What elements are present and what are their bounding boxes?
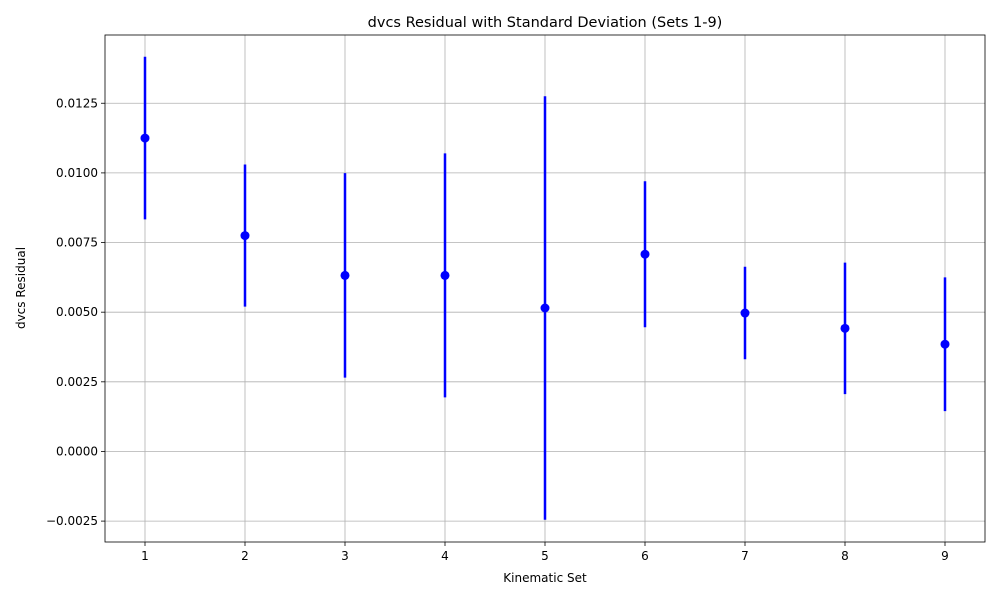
data-layer [140, 56, 950, 520]
x-tick-label: 7 [741, 549, 749, 563]
y-tick-label: 0.0100 [56, 166, 98, 180]
data-point [640, 249, 650, 259]
y-tick-label: 0.0000 [56, 444, 98, 458]
data-point [740, 308, 750, 318]
x-tick-label: 1 [141, 549, 149, 563]
data-point [140, 133, 150, 143]
x-tick-label: 4 [441, 549, 449, 563]
x-tick-label: 3 [341, 549, 349, 563]
x-tick-label: 8 [841, 549, 849, 563]
data-point [240, 231, 250, 241]
x-tick-label: 2 [241, 549, 249, 563]
x-axis-label: Kinematic Set [503, 571, 587, 585]
y-tick-label: −0.0025 [46, 514, 98, 528]
y-tick-label: 0.0025 [56, 375, 98, 389]
data-point [840, 323, 850, 333]
y-tick-label: 0.0125 [56, 96, 98, 110]
x-tick-label: 5 [541, 549, 549, 563]
data-point [540, 303, 550, 313]
data-point [940, 339, 950, 349]
ticks-layer: 1 2 3 4 5 6 7 8 9 −0.0025 0.0000 0.0025 0.0050 0.0075… [46, 96, 949, 563]
data-point [340, 270, 350, 280]
y-axis-label: dvcs Residual [14, 247, 28, 329]
x-tick-label: 9 [941, 549, 949, 563]
x-tick-label: 6 [641, 549, 649, 563]
data-point [440, 270, 450, 280]
y-tick-label: 0.0075 [56, 236, 98, 250]
y-tick-label: 0.0050 [56, 305, 98, 319]
chart-title: dvcs Residual with Standard Deviation (S… [368, 15, 723, 31]
